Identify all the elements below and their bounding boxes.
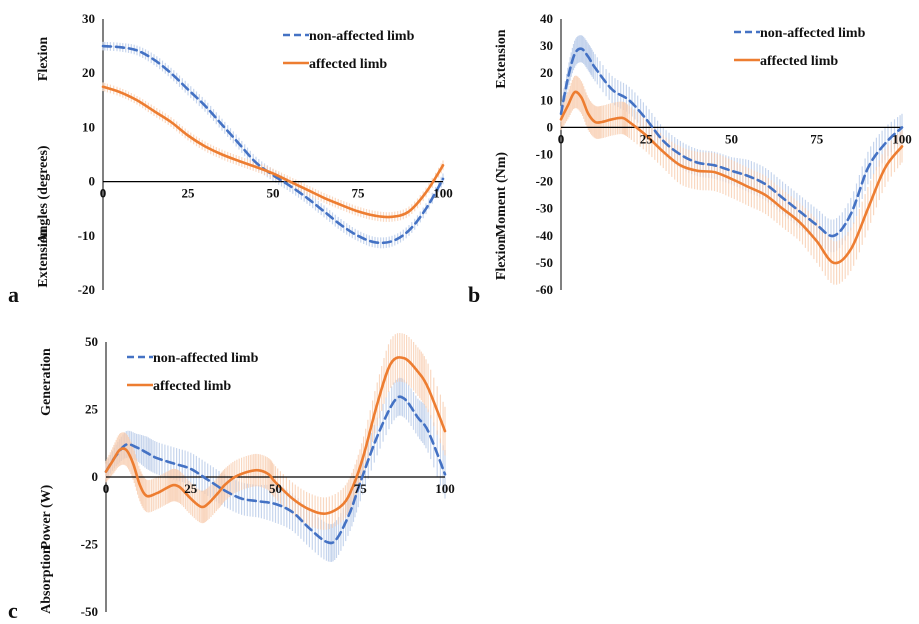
chart-b-x-tick-label: 25 bbox=[640, 131, 654, 146]
chart-c-x-tick-label: 100 bbox=[435, 481, 455, 496]
chart-b-x-tick-label: 0 bbox=[558, 131, 565, 146]
chart-b-y-bottom-label: Flexion bbox=[494, 236, 509, 281]
chart-b-y-axis-label: Moment (Nm) bbox=[494, 152, 509, 237]
chart-b-y-tick-label: -20 bbox=[536, 174, 553, 189]
chart-a-x-tick-label: 0 bbox=[100, 186, 107, 201]
chart-a-y-axis-label: Angles (degrees) bbox=[36, 145, 51, 243]
chart-c-y-tick-label: 50 bbox=[85, 334, 98, 349]
chart-b-x-tick-label: 100 bbox=[892, 131, 912, 146]
chart-a-x-tick-label: 25 bbox=[182, 186, 196, 201]
chart-b-y-tick-label: -50 bbox=[536, 255, 553, 270]
chart-c-x-tick-label: 0 bbox=[103, 481, 110, 496]
chart-a-y-tick-label: 20 bbox=[82, 65, 95, 80]
chart-a-y-tick-label: -10 bbox=[78, 228, 95, 243]
chart-a-x-tick-label: 75 bbox=[352, 186, 366, 201]
chart-c-legend-label-non-affected: non-affected limb bbox=[153, 351, 259, 366]
chart-a-y-tick-label: 0 bbox=[89, 174, 96, 189]
chart-b-y-tick-label: 20 bbox=[540, 65, 553, 80]
chart-b-y-tick-label: 40 bbox=[540, 11, 553, 26]
chart-b-panel-letter: b bbox=[468, 282, 480, 307]
chart-c-y-tick-label: 0 bbox=[92, 469, 99, 484]
chart-a-y-tick-label: -20 bbox=[78, 282, 95, 297]
chart-a-y-tick-label: 10 bbox=[82, 119, 95, 134]
chart-c-x-tick-label: 25 bbox=[184, 481, 198, 496]
chart-c-panel-letter: c bbox=[8, 598, 18, 623]
chart-c-x-tick-label: 75 bbox=[354, 481, 368, 496]
chart-b-y-top-label: Extension bbox=[494, 29, 509, 88]
chart-c-y-tick-label: -25 bbox=[81, 537, 99, 552]
chart-c-y-tick-label: -50 bbox=[81, 604, 98, 619]
chart-b-y-tick-label: -10 bbox=[536, 147, 553, 162]
chart-a-legend-label-affected: affected limb bbox=[309, 57, 387, 72]
chart-b-y-tick-label: -40 bbox=[536, 228, 553, 243]
chart-b-y-tick-label: 10 bbox=[540, 92, 553, 107]
chart-c-y-tick-label: 25 bbox=[85, 402, 99, 417]
chart-a-series-non-affected-line bbox=[101, 44, 445, 245]
chart-c-legend-label-affected: affected limb bbox=[153, 379, 231, 394]
chart-a-y-top-label: Flexion bbox=[36, 37, 51, 82]
chart-b-y-tick-label: -30 bbox=[536, 201, 553, 216]
chart-a-x-tick-label: 50 bbox=[267, 186, 280, 201]
chart-b-y-tick-label: 30 bbox=[540, 38, 553, 53]
chart-b-y-tick-label: -60 bbox=[536, 282, 553, 297]
chart-b-y-tick-label: 0 bbox=[547, 119, 554, 134]
chart-a-x-tick-label: 100 bbox=[433, 186, 453, 201]
chart-c-series-non-affected-line bbox=[104, 395, 447, 545]
chart-b-x-tick-label: 75 bbox=[810, 131, 824, 146]
chart-b-series-affected-line bbox=[559, 90, 904, 265]
chart-b-legend-label-affected: affected limb bbox=[760, 54, 838, 69]
chart-c-series-affected-line bbox=[104, 356, 447, 515]
chart-c-x-tick-label: 50 bbox=[269, 481, 282, 496]
chart-c-y-top-label: Generation bbox=[39, 348, 54, 416]
chart-a-series-affected-line bbox=[101, 85, 445, 219]
chart-b-x-tick-label: 50 bbox=[725, 131, 738, 146]
chart-c-y-axis-label: Power (W) bbox=[39, 484, 54, 549]
chart-c-y-bottom-label: Absorption bbox=[39, 546, 54, 614]
chart-b-legend-label-non-affected: non-affected limb bbox=[760, 26, 866, 41]
chart-b-series-non-affected-line bbox=[559, 47, 904, 238]
chart-a-y-tick-label: 30 bbox=[82, 11, 95, 26]
chart-a-y-bottom-label: Extension bbox=[36, 228, 51, 287]
chart-a-legend-label-non-affected: non-affected limb bbox=[309, 29, 415, 44]
chart-a-panel-letter: a bbox=[8, 282, 19, 307]
